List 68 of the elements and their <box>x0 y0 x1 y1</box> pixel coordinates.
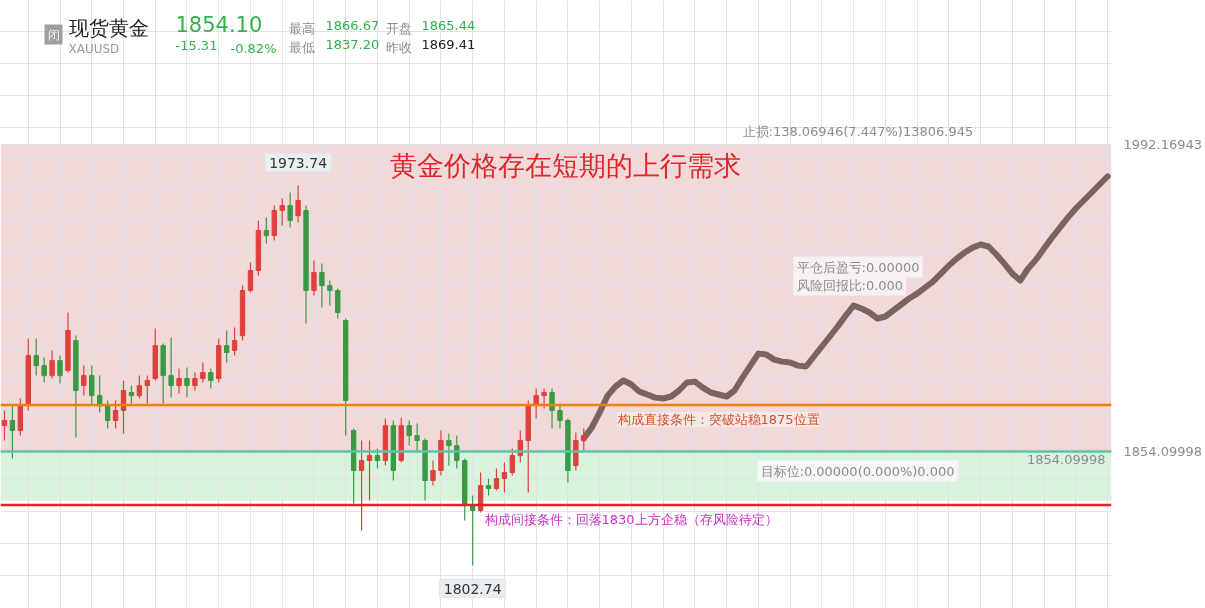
candlestick <box>557 403 563 430</box>
candlestick <box>311 259 317 297</box>
candlestick <box>89 365 95 407</box>
candlestick <box>97 375 103 414</box>
annotation: 闭 <box>47 27 60 42</box>
candlestick <box>1 409 8 442</box>
candlestick <box>263 217 270 245</box>
ref-line-label: 1854.09998 <box>1026 452 1106 468</box>
annotation: 1854.10 <box>175 12 263 37</box>
candlestick <box>549 387 555 430</box>
band-label: 止损:138.06946(7.447%)13806.945 <box>742 123 974 139</box>
annotation: 平仓后盈亏:0.00000 <box>796 259 920 275</box>
candlestick <box>192 371 198 392</box>
candlestick <box>9 405 16 460</box>
candlestick <box>358 439 365 532</box>
candlestick <box>581 427 587 452</box>
candlestick <box>295 184 301 224</box>
candlestick <box>509 447 516 477</box>
candlestick <box>493 467 500 492</box>
annotation: 1869.41 <box>421 36 476 52</box>
candlestick <box>184 367 190 399</box>
text: 黄金价格存在短期的上行需求 <box>390 150 741 181</box>
candlestick <box>446 433 452 467</box>
candlestick <box>541 387 547 410</box>
candlestick <box>231 327 238 357</box>
annotation: 最低 <box>288 39 315 55</box>
candlestick <box>319 263 325 309</box>
candlestick <box>430 459 436 487</box>
candlestick <box>327 279 333 307</box>
candlestick <box>112 399 119 430</box>
candlestick <box>176 367 182 395</box>
annotation: 目标位:0.00000(0.000%)0.000 <box>760 463 955 479</box>
candlestick <box>49 349 55 380</box>
candlestick <box>406 419 412 447</box>
y-tick-label: 1992.16943 <box>1123 137 1203 153</box>
ref-line-label: 构成直接条件：突破站稳1875位置 <box>616 411 820 427</box>
annotation: XAUUSD <box>68 41 120 56</box>
candlestick <box>469 495 476 567</box>
candlestick <box>335 287 341 320</box>
candlestick <box>57 355 63 385</box>
text: 现货黄金 <box>68 15 149 40</box>
candlestick <box>136 375 143 400</box>
candlestick <box>279 197 285 227</box>
annotation: -0.82% <box>230 40 277 56</box>
candlestick <box>287 191 293 229</box>
candlestick <box>208 367 214 390</box>
candlestick <box>223 329 230 364</box>
candlestick <box>168 337 174 399</box>
candlestick <box>41 357 47 384</box>
annotation: 1973.74 <box>269 154 328 171</box>
annotation: 最高 <box>288 20 315 36</box>
annotation: 风险回报比:0.000 <box>796 277 904 293</box>
candlestick <box>144 375 150 405</box>
annotation: -15.31 <box>175 37 218 53</box>
candlestick <box>33 337 39 377</box>
annotation: 1866.67 <box>325 17 380 33</box>
candlestick <box>200 361 206 384</box>
annotation: 1802.74 <box>443 580 502 597</box>
annotation: 昨收 <box>385 39 412 55</box>
candlestick <box>247 261 254 294</box>
annotation: 开盘 <box>385 20 412 36</box>
candlestick <box>374 447 381 470</box>
annotation: 1837.20 <box>325 36 380 52</box>
candlestick <box>81 365 87 397</box>
annotation: 1865.44 <box>421 17 476 33</box>
ref-line-label: 构成间接条件：回落1830上方企稳（存风险待定） <box>483 511 778 527</box>
candlestick <box>501 461 508 494</box>
candlestick <box>366 439 373 502</box>
